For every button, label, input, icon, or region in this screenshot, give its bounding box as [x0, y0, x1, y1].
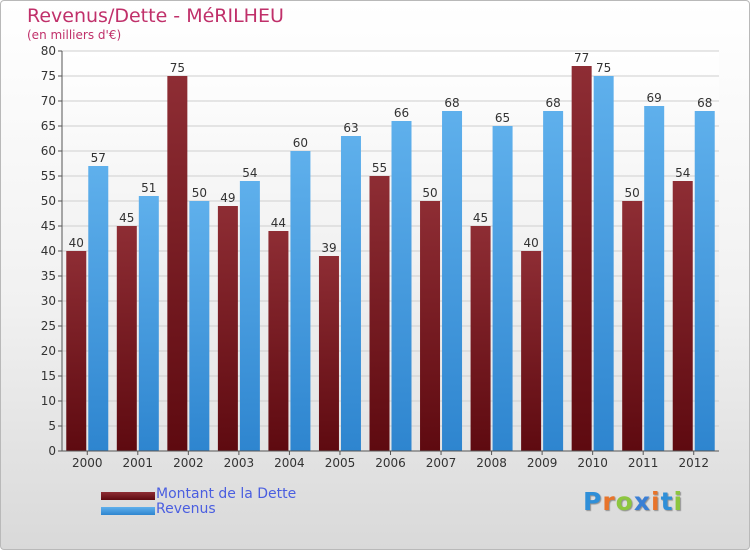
- data-label-debt: 44: [271, 216, 286, 230]
- y-tick-label: 65: [41, 119, 56, 133]
- bar-revenue: [138, 196, 159, 451]
- logo-letter: t: [660, 487, 674, 516]
- y-tick-label: 20: [41, 344, 56, 358]
- data-label-revenue: 50: [192, 186, 207, 200]
- y-tick-label: 25: [41, 319, 56, 333]
- data-label-debt: 40: [69, 236, 84, 250]
- bar-debt: [116, 226, 137, 451]
- bar-debt: [217, 206, 238, 451]
- x-tick-label: 2009: [527, 456, 558, 470]
- logo-letter: r: [602, 487, 616, 516]
- data-label-revenue: 68: [545, 96, 560, 110]
- logo-letter: i: [651, 487, 661, 516]
- y-tick-label: 55: [41, 169, 56, 183]
- chart-title: Revenus/Dette - MéRILHEU: [27, 5, 284, 27]
- x-tick-label: 2005: [325, 456, 356, 470]
- data-label-revenue: 68: [697, 96, 712, 110]
- bar-debt: [571, 66, 592, 451]
- y-tick-label: 15: [41, 369, 56, 383]
- x-tick-label: 2002: [173, 456, 204, 470]
- chart-subtitle: (en milliers d'€): [27, 28, 122, 42]
- x-tick-label: 2006: [375, 456, 406, 470]
- bar-debt: [470, 226, 491, 451]
- x-tick-label: 2004: [274, 456, 305, 470]
- bar-revenue: [239, 181, 260, 451]
- data-label-debt: 54: [675, 166, 690, 180]
- data-label-revenue: 60: [293, 136, 308, 150]
- data-label-debt: 75: [170, 61, 185, 75]
- y-tick-label: 75: [41, 69, 56, 83]
- bar-revenue: [543, 111, 564, 451]
- bar-revenue: [189, 201, 210, 451]
- y-tick-label: 80: [41, 44, 56, 58]
- y-tick-label: 50: [41, 194, 56, 208]
- bar-debt: [167, 76, 188, 451]
- data-label-debt: 40: [523, 236, 538, 250]
- data-label-debt: 45: [473, 211, 488, 225]
- bar-revenue: [694, 111, 715, 451]
- data-label-revenue: 63: [343, 121, 358, 135]
- data-label-revenue: 68: [444, 96, 459, 110]
- x-tick-label: 2012: [678, 456, 709, 470]
- data-label-revenue: 66: [394, 106, 409, 120]
- data-label-revenue: 54: [242, 166, 257, 180]
- y-tick-label: 30: [41, 294, 56, 308]
- legend-swatch-debt: [101, 492, 155, 500]
- bar-revenue: [391, 121, 412, 451]
- bar-revenue: [492, 126, 513, 451]
- bar-revenue: [290, 151, 311, 451]
- data-label-revenue: 57: [91, 151, 106, 165]
- data-label-debt: 77: [574, 51, 589, 65]
- y-tick-label: 45: [41, 219, 56, 233]
- legend-label-debt: Montant de la Dette: [156, 486, 297, 502]
- x-tick-label: 2007: [426, 456, 457, 470]
- data-label-revenue: 75: [596, 61, 611, 75]
- y-tick-label: 5: [48, 419, 56, 433]
- x-tick-label: 2003: [224, 456, 255, 470]
- y-tick-label: 35: [41, 269, 56, 283]
- y-tick-label: 60: [41, 144, 56, 158]
- bar-debt: [66, 251, 87, 451]
- data-label-revenue: 51: [141, 181, 156, 195]
- x-tick-label: 2000: [72, 456, 103, 470]
- logo-letter: i: [673, 487, 684, 516]
- bar-debt: [521, 251, 542, 451]
- data-label-debt: 50: [422, 186, 437, 200]
- y-tick-label: 40: [41, 244, 56, 258]
- data-label-debt: 45: [119, 211, 134, 225]
- y-tick-label: 0: [48, 444, 56, 458]
- logo-letter: P: [583, 487, 603, 516]
- data-label-debt: 50: [625, 186, 640, 200]
- bar-debt: [318, 256, 339, 451]
- logo-letter: o: [615, 487, 634, 516]
- logo-letter: x: [633, 487, 651, 516]
- bar-debt: [268, 231, 289, 451]
- y-tick-label: 70: [41, 94, 56, 108]
- bar-debt: [369, 176, 390, 451]
- x-tick-label: 2010: [577, 456, 608, 470]
- bar-revenue: [340, 136, 361, 451]
- x-tick-label: 2011: [628, 456, 659, 470]
- proxiti-logo: Proxiti: [583, 487, 683, 516]
- bar-debt: [622, 201, 643, 451]
- bar-revenue: [644, 106, 665, 451]
- data-label-debt: 49: [220, 191, 235, 205]
- bar-revenue: [593, 76, 614, 451]
- data-label-revenue: 65: [495, 111, 510, 125]
- legend-swatch-revenue: [101, 507, 155, 515]
- bar-revenue: [88, 166, 109, 451]
- x-tick-label: 2001: [123, 456, 154, 470]
- data-label-debt: 39: [321, 241, 336, 255]
- data-label-debt: 55: [372, 161, 387, 175]
- data-label-revenue: 69: [647, 91, 662, 105]
- x-tick-label: 2008: [476, 456, 507, 470]
- legend-label-revenue: Revenus: [156, 501, 216, 517]
- bar-debt: [672, 181, 693, 451]
- bar-debt: [420, 201, 441, 451]
- y-tick-label: 10: [41, 394, 56, 408]
- bar-revenue: [442, 111, 463, 451]
